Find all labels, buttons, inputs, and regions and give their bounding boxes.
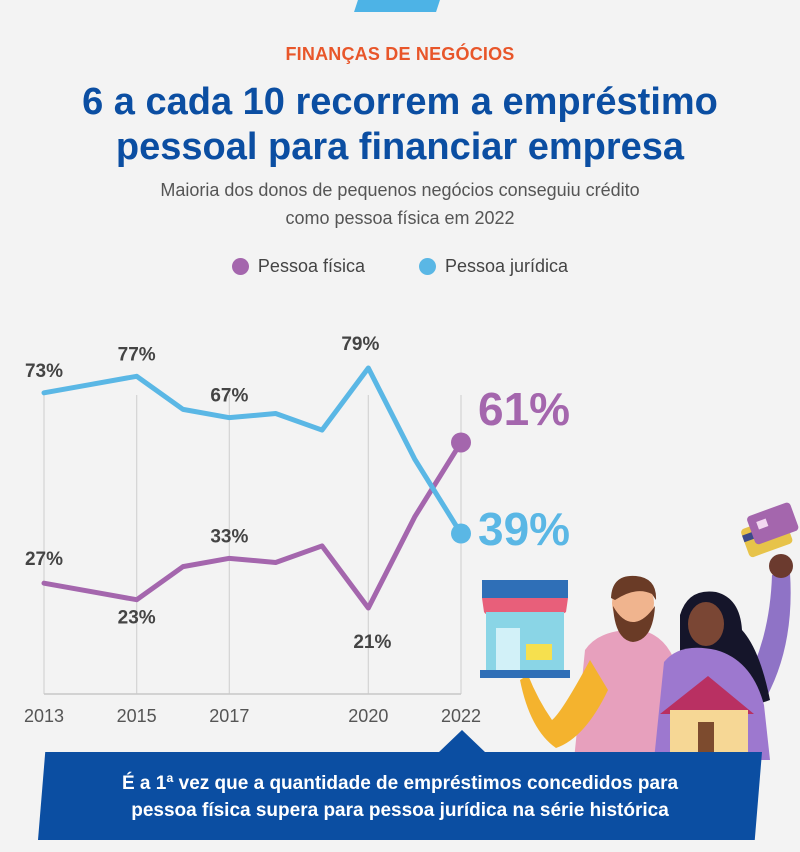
footer-banner-text: É a 1ª vez que a quantidade de empréstim… (60, 770, 740, 824)
illustration (480, 502, 799, 760)
credit-card-icon (741, 502, 799, 558)
series-end-point (451, 523, 471, 544)
legend-label-pessoa-juridica: Pessoa jurídica (444, 256, 569, 276)
legend-dot-pessoa-fisica (231, 258, 249, 275)
data-label: 33% (210, 526, 248, 547)
chart-legend: Pessoa física Pessoa jurídica (0, 256, 800, 277)
data-label: 21% (353, 632, 391, 653)
house-icon (660, 676, 754, 754)
man-hair (611, 575, 657, 600)
final-value-label: 61% (478, 383, 570, 435)
data-label: 23% (118, 608, 156, 629)
legend-item-pessoa-juridica: Pessoa jurídica (418, 256, 569, 277)
banner-notch (438, 730, 486, 753)
banner-line-2: pessoa física supera para pessoa jurídic… (131, 800, 669, 821)
data-label: 67% (210, 386, 248, 407)
legend-label-pessoa-fisica: Pessoa física (257, 256, 365, 276)
data-label: 77% (118, 344, 156, 365)
woman-hand (769, 554, 793, 578)
subtitle: Maioria dos donos de pequenos negócios c… (100, 176, 700, 232)
legend-item-pessoa-fisica: Pessoa física (231, 256, 365, 277)
legend-dot-pessoa-juridica (418, 258, 436, 275)
man-left-arm (520, 660, 608, 748)
series-line-pessoa-juridica (41, 365, 464, 537)
subtitle-line-2: como pessoa física em 2022 (285, 208, 515, 228)
storefront-icon (480, 580, 570, 678)
data-label: 73% (25, 361, 63, 382)
headline: 6 a cada 10 recorrem a empréstimo pessoa… (20, 80, 780, 170)
footer-banner (38, 752, 762, 840)
headline-line-2: pessoal para financiar empresa (115, 126, 685, 168)
x-tick-label: 2022 (441, 706, 481, 726)
section-kicker: FINANÇAS DE NEGÓCIOS (285, 44, 515, 64)
headline-line-1: 6 a cada 10 recorrem a empréstimo (82, 81, 718, 123)
final-value-label: 39% (478, 503, 570, 555)
series-end-point (451, 432, 471, 453)
data-label: 79% (341, 334, 379, 355)
subtitle-line-1: Maioria dos donos de pequenos negócios c… (160, 180, 640, 200)
x-tick-label: 2020 (348, 706, 388, 726)
chart-lines (41, 365, 471, 611)
data-label: 27% (25, 549, 63, 570)
x-tick-label: 2017 (209, 706, 249, 726)
man-beard (613, 606, 655, 642)
chart-labels: 2013 2015 2017 2020 2022 27% 23% 33% 21% 61% 73% 77… (24, 334, 570, 726)
x-tick-label: 2013 (24, 706, 64, 726)
banner-line-1: É a 1ª vez que a quantidade de empréstim… (121, 773, 679, 794)
woman-face (688, 602, 724, 646)
series-line-pessoa-fisica (41, 439, 464, 611)
x-tick-label: 2015 (117, 706, 157, 726)
